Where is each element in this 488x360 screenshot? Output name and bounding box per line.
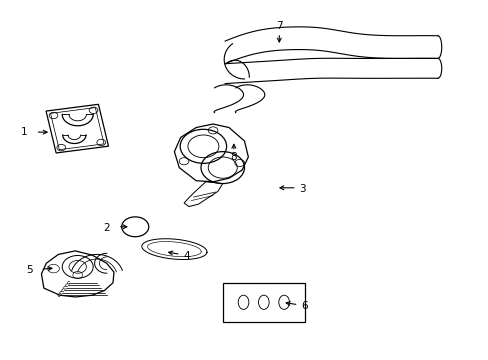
Text: 1: 1 [21,127,28,137]
Text: 5: 5 [26,265,33,275]
Text: 3: 3 [299,184,305,194]
Text: 6: 6 [301,301,307,311]
Text: 4: 4 [183,251,189,261]
Text: 7: 7 [275,21,282,31]
Text: 8: 8 [230,152,237,162]
Text: 2: 2 [103,223,110,233]
